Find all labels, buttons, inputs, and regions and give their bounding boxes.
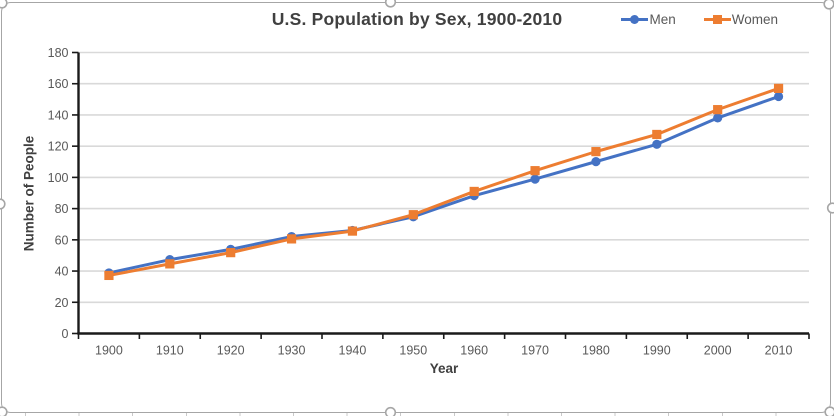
chart-legend[interactable]: Men Women	[621, 12, 778, 27]
legend-item-men[interactable]: Men	[621, 12, 676, 27]
women-series-marker-icon	[703, 15, 731, 24]
svg-text:1910: 1910	[156, 344, 184, 358]
legend-label-men: Men	[649, 12, 676, 27]
svg-text:80: 80	[55, 202, 69, 216]
svg-text:100: 100	[48, 171, 69, 185]
spreadsheet-column-gridlines	[0, 410, 834, 416]
svg-text:2010: 2010	[765, 344, 793, 358]
svg-text:1940: 1940	[339, 344, 367, 358]
svg-text:1970: 1970	[521, 344, 549, 358]
svg-text:1980: 1980	[582, 344, 610, 358]
svg-text:180: 180	[48, 46, 69, 60]
svg-text:0: 0	[62, 327, 69, 341]
svg-text:1960: 1960	[460, 344, 488, 358]
svg-text:60: 60	[55, 233, 69, 247]
chart-title[interactable]: U.S. Population by Sex, 1900-2010	[271, 9, 563, 29]
x-axis-title[interactable]: Year	[429, 361, 459, 376]
svg-text:1950: 1950	[399, 344, 427, 358]
svg-text:1990: 1990	[643, 344, 671, 358]
svg-text:2000: 2000	[704, 344, 732, 358]
svg-text:40: 40	[55, 265, 69, 279]
svg-text:160: 160	[48, 77, 69, 91]
legend-item-women[interactable]: Women	[703, 12, 778, 27]
svg-text:120: 120	[48, 140, 69, 154]
svg-text:1920: 1920	[217, 344, 245, 358]
svg-text:20: 20	[55, 296, 69, 310]
svg-text:1930: 1930	[278, 344, 306, 358]
svg-text:140: 140	[48, 108, 69, 122]
men-series-marker-icon	[621, 15, 649, 24]
svg-text:1900: 1900	[95, 344, 123, 358]
legend-label-women: Women	[731, 12, 778, 27]
